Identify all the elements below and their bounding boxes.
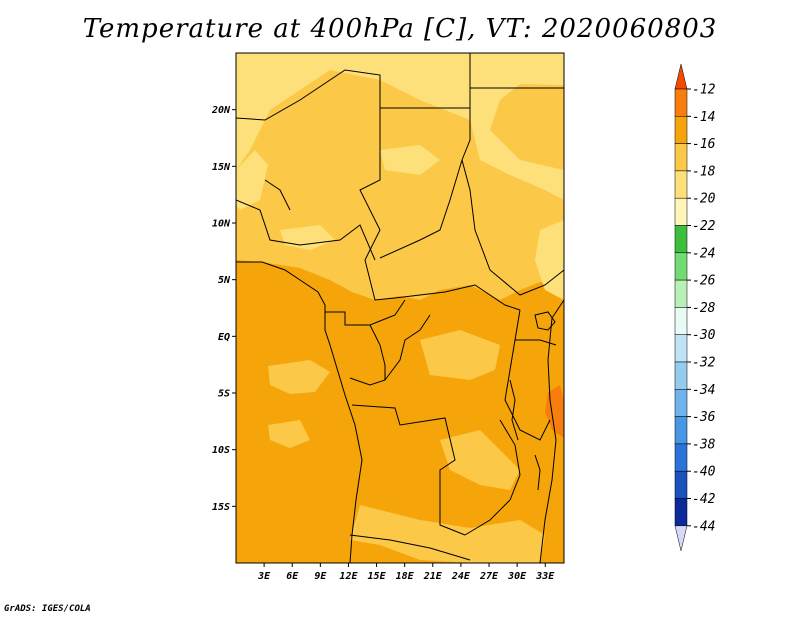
lon-tick-label: 24E — [451, 571, 471, 582]
colorbar-arrow-top — [674, 63, 688, 90]
colorbar-label: -18 — [692, 164, 716, 179]
lon-tick-label: 15E — [368, 571, 387, 582]
colorbar-swatch — [674, 334, 688, 363]
colorbar-swatch — [674, 170, 688, 199]
border-south-2 — [349, 534, 471, 561]
colorbar-label: -44 — [692, 519, 715, 534]
colorbar-label: -24 — [692, 246, 715, 261]
lake-tanganyika — [509, 379, 519, 441]
lon-tick-label: 21E — [423, 571, 443, 582]
lon-tick-label: 3E — [257, 571, 271, 582]
lon-tick-label: 12E — [339, 571, 358, 582]
colorbar-swatch — [674, 88, 688, 117]
field-band-18-16-south-2 — [350, 505, 545, 563]
colorbar-swatch — [674, 416, 688, 445]
lon-tick-label: 30E — [507, 571, 527, 582]
map-title: Temperature at 400hPa [C], VT: 202006080… — [82, 14, 718, 44]
field-band-18-16-center — [420, 330, 500, 380]
border-west-1 — [236, 199, 376, 261]
lon-tick-label: 33E — [535, 571, 555, 582]
border-west-2 — [264, 179, 291, 211]
colorbar-swatch — [674, 197, 688, 226]
lat-tick-label: 15N — [212, 162, 231, 173]
lat-tick-label: 15S — [212, 502, 230, 513]
country-borders — [236, 53, 564, 563]
lake-malawi — [534, 454, 541, 491]
colorbar-label: -14 — [692, 110, 715, 125]
lat-tick-label: 20N — [211, 105, 231, 116]
colorbar-swatch — [674, 279, 688, 308]
border-north-1 — [236, 69, 381, 261]
colorbar-swatch — [674, 225, 688, 254]
colorbar-swatch — [674, 389, 688, 417]
lat-tick-label: 5N — [218, 275, 231, 286]
colorbar-label: -28 — [692, 301, 716, 316]
coastline-west — [236, 261, 363, 563]
colorbar-label: -36 — [692, 410, 716, 425]
colorbar-swatch — [674, 307, 688, 335]
colorbar-label: -16 — [692, 137, 716, 152]
lon-tick-label: 27E — [479, 571, 499, 582]
colorbar-swatch — [674, 361, 688, 390]
lon-tick-label: 18E — [396, 571, 415, 582]
colorbar-label: -20 — [692, 192, 716, 207]
border-east-2 — [515, 339, 557, 346]
colorbar-label: -42 — [692, 492, 716, 507]
field-band-18-16-south-3 — [268, 420, 310, 448]
field-band-20-18-mid — [380, 145, 440, 175]
colorbar-label: -40 — [692, 465, 716, 480]
colorbar-swatch — [674, 470, 688, 499]
lat-tick-label: 10N — [212, 219, 231, 230]
colorbar: -12 -14 -16 -18 -20 -22 -24 -26 -28 -30 -32 -34 -36 -… — [674, 63, 716, 551]
border-central-2 — [325, 299, 406, 326]
lon-tick-label: 6E — [286, 571, 299, 582]
colorbar-swatch — [674, 252, 688, 281]
field-band-18-16-east — [440, 430, 520, 490]
map-frame — [235, 52, 565, 564]
field-band-20-18-east — [535, 220, 564, 300]
colorbar-label: -32 — [692, 356, 716, 371]
colorbar-swatch — [674, 443, 688, 472]
colorbar-label: -26 — [692, 274, 716, 289]
lat-tick-label: EQ — [218, 332, 230, 343]
border-central-3 — [349, 324, 386, 386]
border-south-3 — [464, 419, 521, 536]
colorbar-swatch — [674, 116, 688, 144]
colorbar-label: -12 — [692, 83, 716, 98]
lat-tick-label: 5S — [218, 389, 230, 400]
field-band-20-18-north — [236, 53, 564, 200]
lon-tick-label: 9E — [314, 571, 327, 582]
lat-tick-label: 10S — [212, 445, 230, 456]
colorbar-swatch — [674, 143, 688, 172]
colorbar-arrow-bottom — [674, 525, 688, 551]
field-band-18-16-south-1 — [268, 360, 330, 394]
colorbar-label: -38 — [692, 437, 716, 452]
colorbar-label: -22 — [692, 219, 716, 234]
border-central-4 — [384, 314, 431, 381]
colorbar-label: -34 — [692, 383, 715, 398]
border-north-3 — [379, 108, 471, 259]
coastline-east — [539, 299, 564, 563]
lake-victoria — [534, 311, 556, 331]
field-band-20-18-nw — [236, 150, 268, 210]
border-north-4 — [461, 159, 564, 296]
colorbar-swatch — [674, 498, 688, 527]
credit-label: GrADS: IGES/COLA — [4, 604, 91, 614]
longitude-axis: 3E 6E 9E 12E 15E 18E 21E 24E 27E 30E 33E — [257, 563, 555, 582]
border-south-1 — [351, 404, 466, 536]
border-central-1 — [364, 259, 521, 311]
latitude-axis: 20N 15N 10N 5N EQ 5S 10S 15S — [211, 105, 236, 513]
colorbar-label: -30 — [692, 328, 716, 343]
